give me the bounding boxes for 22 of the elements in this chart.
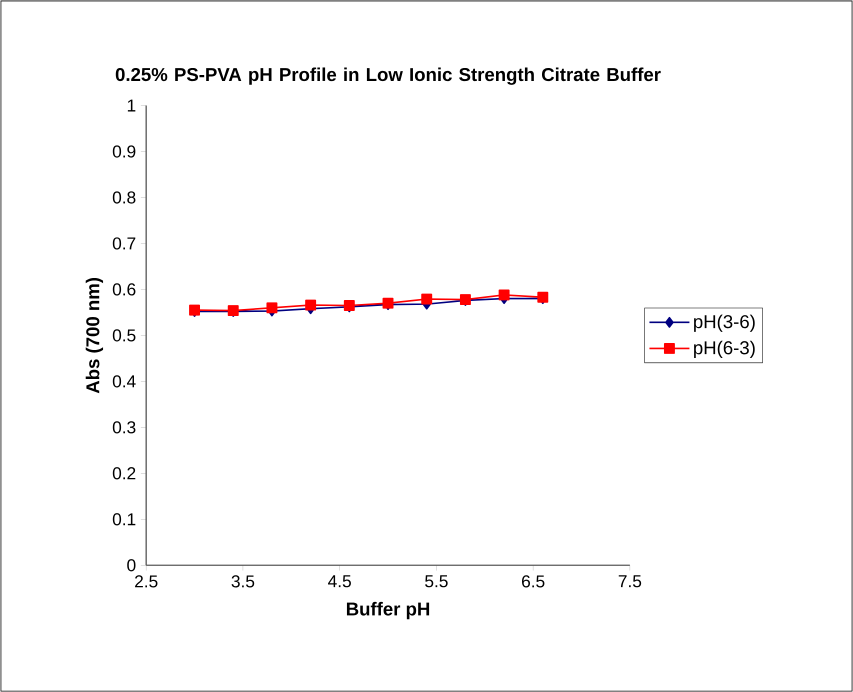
y-tick-label: 0.3 <box>112 421 136 434</box>
y-axis-title: Abs (700 nm) <box>86 278 104 394</box>
y-tick-label: 1 <box>128 100 136 112</box>
legend-label: pH(6-3) <box>694 340 755 358</box>
x-tick-label: 7.5 <box>618 575 642 588</box>
y-tick-label: 0.5 <box>112 329 136 342</box>
x-tick-label: 4.5 <box>328 575 351 588</box>
legend-label: pH(3-6) <box>694 314 755 332</box>
y-tick-label: 0 <box>127 559 136 572</box>
y-tick-label: 0.8 <box>112 191 136 204</box>
x-axis-title: Buffer pH <box>346 602 430 620</box>
y-tick-label: 0.2 <box>112 467 136 480</box>
y-tick-label: 0.7 <box>112 237 136 250</box>
y-tick-label: 0.6 <box>112 283 136 296</box>
y-tick-label: 0.1 <box>112 513 136 526</box>
y-tick-label: 0.9 <box>112 145 136 158</box>
x-tick-label: 6.5 <box>522 575 544 588</box>
chart-title: 0.25% PS-PVA pH Profile in Low Ionic Strength Citrate Buffer <box>116 67 661 85</box>
y-tick-label: 0.4 <box>112 375 136 388</box>
x-tick-label: 5.5 <box>425 575 448 588</box>
x-tick-label: 2.5 <box>135 575 158 588</box>
x-tick-label: 3.5 <box>232 575 254 588</box>
